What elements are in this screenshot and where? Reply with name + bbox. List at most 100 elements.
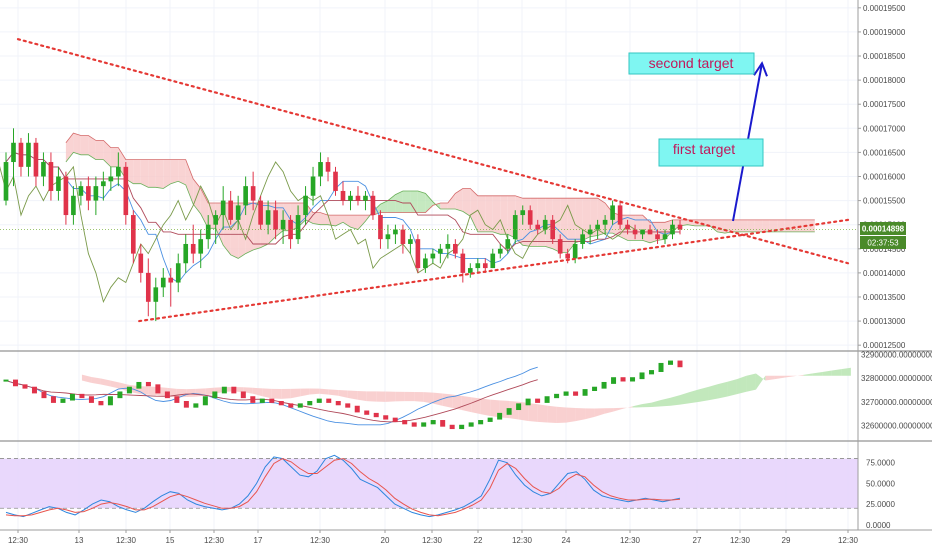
secondary-candle-22 [212,391,218,399]
candle-17 [130,215,136,254]
secondary-candle-28 [269,398,275,403]
secondary-cloud-segment-42 [480,398,491,417]
candle-59 [445,243,451,249]
cloud-segment-5 [103,140,111,167]
cloud-segment-56 [485,195,493,232]
main-price-axis[interactable]: 0.00019500 0.00019000 0.00018500 0.00018000… [858,4,906,350]
main-price-pane[interactable]: second target first target [0,38,858,323]
secondary-cloud-segment-23 [300,388,310,397]
candle-82 [617,205,623,225]
secondary-candle-15 [145,381,151,387]
secondary-candle-25 [240,391,246,399]
price-tick-label-14: 0.00012500 [863,341,906,350]
second-target-annotation[interactable]: second target [628,52,755,75]
cloud-segment-12 [155,159,164,189]
price-tick-label-0: 0.00019500 [863,4,906,13]
secondary-candle-64 [611,377,617,384]
secondary-candle-16 [155,384,161,394]
candle-23 [175,263,181,283]
candle-4 [33,142,39,177]
secondary-candle-54 [516,403,522,411]
price-tick-label-4: 0.00017500 [863,100,906,109]
secondary-candle-62 [592,386,598,392]
oscillator-pane[interactable] [0,454,858,518]
secondary-cloud-segment-47 [528,402,538,422]
secondary-candle-26 [250,396,256,403]
candle-84 [632,229,638,235]
candle-87 [655,234,660,240]
first-target-label: first target [673,141,735,157]
oscillator-lines [5,454,681,518]
candle-48 [363,195,368,201]
time-tick-label-1: 13 [75,536,84,545]
secondary-cloud-segment-38 [442,393,453,408]
secondary-candle-5 [50,396,56,403]
cloud-segment-55 [477,195,486,232]
candle-76 [572,243,578,259]
cloud-segment-9 [133,159,141,184]
secondary-candle-21 [202,396,208,406]
trendlines[interactable] [16,38,850,323]
candle-43 [325,162,331,172]
secondary-price-axis[interactable]: 32900000.00000000 32800000.00000000 327000… [861,350,932,430]
secondary-candle-56 [535,398,541,403]
candle-69 [520,210,526,216]
time-tick-label-3: 15 [166,536,175,545]
secondary-cloud-segment-66 [708,384,718,401]
secondary-candle-14 [136,381,142,389]
secondary-cloud-segment-3 [110,380,120,389]
candle-61 [460,253,466,273]
time-axis[interactable]: 12:30 13 12:30 15 12:30 17 12:30 20 12:30 22 12:30… [8,530,859,545]
candle-55 [415,239,421,269]
cloud-segment-18 [200,188,209,229]
secondary-cloud-segment-67 [717,381,728,399]
secondary-candle-33 [316,398,322,403]
secondary-cloud-segment-73 [774,375,785,380]
candle-66 [497,248,503,254]
secondary-candle-51 [487,417,493,422]
trendline-0[interactable] [16,38,850,265]
secondary-candle-32 [307,400,313,406]
first-target-annotation[interactable]: first target [658,138,764,167]
candle-39 [295,215,301,240]
candle-72 [542,219,548,230]
secondary-candle-71 [677,360,683,368]
trendline-1[interactable] [138,218,850,323]
price-tick-label-1: 0.00019000 [863,28,906,37]
price-tick-label-2: 0.00018500 [863,52,906,61]
secondary-cloud-segment-48 [537,404,548,423]
candle-14 [108,176,114,182]
secondary-candle-63 [601,381,607,389]
oscillator-axis[interactable]: 75.0000 50.0000 25.0000 0.0000 [866,459,895,530]
candle-53 [400,229,406,244]
first-target-box [658,138,764,167]
secondary-candle-20 [193,403,199,408]
last-price-label: 0.00014898 [862,225,905,234]
candle-12 [93,186,99,201]
secondary-pane[interactable] [3,360,851,430]
secondary-candle-46 [440,420,446,427]
secondary-tick-label-3: 32600000.00000000 [861,422,932,431]
secondary-cloud-segment-26 [328,389,339,396]
secondary-candle-7 [69,393,75,401]
secondary-tick-label-0: 32900000.00000000 [861,350,932,359]
secondary-cloud-segment-55 [604,408,614,414]
candle-67 [505,239,511,249]
price-tick-label-8: 0.00015500 [863,197,906,206]
time-tick-label-10: 12:30 [512,536,533,545]
oscillator-tick-label-2: 25.0000 [866,500,895,509]
lagging-span [0,161,636,304]
candle-24 [183,243,189,264]
secondary-cloud-segment-30 [366,391,377,402]
secondary-candle-69 [658,362,664,372]
secondary-cloud-segment-28 [347,390,358,400]
candle-44 [333,171,338,191]
cloud-segment-52 [455,188,463,212]
secondary-cloud-segment-36 [423,392,434,404]
candle-46 [348,195,353,201]
candle-77 [580,234,585,244]
last-price-marker[interactable]: 0.00014898 02:37:53 [860,222,906,249]
secondary-candle-31 [297,403,303,408]
candle-63 [475,263,481,269]
